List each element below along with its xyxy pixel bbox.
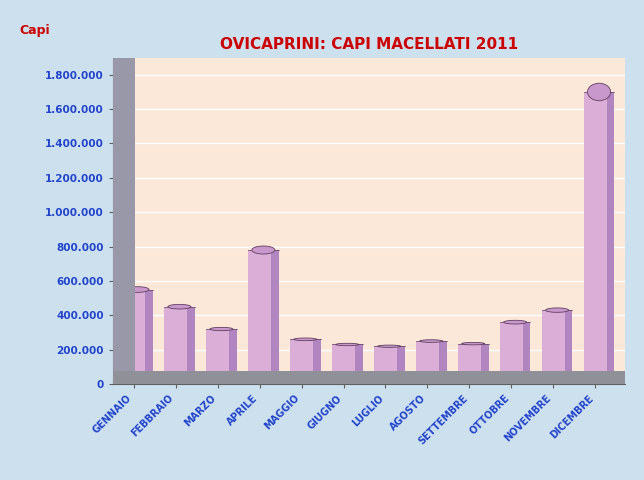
Ellipse shape bbox=[504, 320, 527, 324]
Ellipse shape bbox=[587, 380, 611, 388]
Ellipse shape bbox=[545, 383, 569, 385]
Polygon shape bbox=[113, 58, 135, 384]
Polygon shape bbox=[256, 250, 279, 384]
Ellipse shape bbox=[126, 287, 149, 292]
Ellipse shape bbox=[126, 383, 149, 385]
Ellipse shape bbox=[210, 383, 233, 385]
Polygon shape bbox=[507, 322, 531, 384]
Ellipse shape bbox=[587, 83, 611, 101]
Polygon shape bbox=[458, 344, 481, 384]
Ellipse shape bbox=[252, 246, 275, 254]
Polygon shape bbox=[332, 345, 355, 384]
Polygon shape bbox=[214, 329, 237, 384]
Ellipse shape bbox=[252, 382, 275, 386]
Polygon shape bbox=[416, 341, 439, 384]
Ellipse shape bbox=[378, 345, 401, 348]
Polygon shape bbox=[583, 92, 607, 384]
Polygon shape bbox=[591, 92, 614, 384]
Polygon shape bbox=[129, 289, 153, 384]
Ellipse shape bbox=[294, 338, 317, 341]
Polygon shape bbox=[172, 307, 194, 384]
Polygon shape bbox=[206, 329, 229, 384]
Polygon shape bbox=[122, 289, 146, 384]
Ellipse shape bbox=[462, 342, 485, 345]
Polygon shape bbox=[113, 371, 629, 391]
Polygon shape bbox=[374, 346, 397, 384]
Polygon shape bbox=[298, 339, 321, 384]
Ellipse shape bbox=[420, 340, 443, 342]
Ellipse shape bbox=[168, 383, 191, 385]
Ellipse shape bbox=[504, 383, 527, 385]
Polygon shape bbox=[549, 310, 573, 384]
Title: OVICAPRINI: CAPI MACELLATI 2011: OVICAPRINI: CAPI MACELLATI 2011 bbox=[220, 37, 518, 52]
Polygon shape bbox=[424, 341, 446, 384]
Polygon shape bbox=[164, 307, 187, 384]
Ellipse shape bbox=[545, 308, 569, 312]
Polygon shape bbox=[339, 345, 363, 384]
Ellipse shape bbox=[168, 304, 191, 309]
Text: Capi: Capi bbox=[19, 24, 50, 36]
Ellipse shape bbox=[336, 343, 359, 346]
Polygon shape bbox=[381, 346, 404, 384]
Polygon shape bbox=[248, 250, 271, 384]
Ellipse shape bbox=[210, 327, 233, 331]
Polygon shape bbox=[290, 339, 313, 384]
Polygon shape bbox=[466, 344, 489, 384]
Polygon shape bbox=[500, 322, 523, 384]
Polygon shape bbox=[542, 310, 565, 384]
